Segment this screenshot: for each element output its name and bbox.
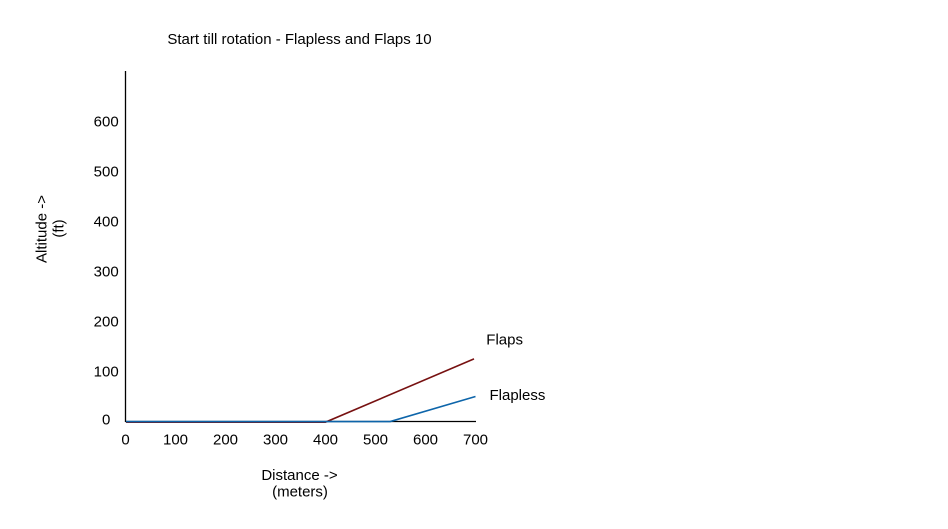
svg-text:500: 500 xyxy=(363,432,388,449)
svg-text:Flapless: Flapless xyxy=(490,387,546,404)
svg-text:400: 400 xyxy=(313,432,338,449)
svg-text:200: 200 xyxy=(213,432,238,449)
svg-text:100: 100 xyxy=(163,432,188,449)
svg-text:700: 700 xyxy=(463,432,488,449)
svg-text:Flaps: Flaps xyxy=(486,331,523,348)
svg-text:0: 0 xyxy=(102,411,110,428)
svg-text:Distance ->: Distance -> xyxy=(261,467,338,484)
svg-text:Altitude ->: Altitude -> xyxy=(33,195,50,263)
svg-text:600: 600 xyxy=(94,114,119,131)
svg-text:Start till rotation - Flapless: Start till rotation - Flapless and Flaps… xyxy=(167,31,431,48)
svg-text:200: 200 xyxy=(94,314,119,331)
svg-text:300: 300 xyxy=(263,432,288,449)
svg-text:100: 100 xyxy=(94,364,119,381)
svg-text:300: 300 xyxy=(94,264,119,281)
svg-text:600: 600 xyxy=(413,432,438,449)
svg-text:0: 0 xyxy=(121,432,129,449)
svg-text:(meters): (meters) xyxy=(272,484,328,501)
svg-text:500: 500 xyxy=(94,164,119,181)
svg-text:(ft): (ft) xyxy=(51,219,68,237)
svg-text:400: 400 xyxy=(94,214,119,231)
